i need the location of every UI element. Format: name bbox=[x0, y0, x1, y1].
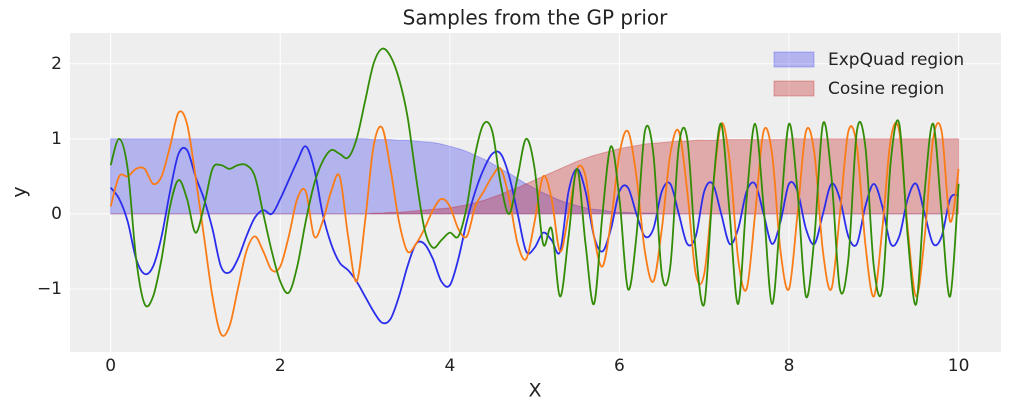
sample-line bbox=[109, 145, 959, 325]
legend-swatch bbox=[773, 80, 815, 97]
x-tick-label: 0 bbox=[105, 356, 116, 376]
legend-swatch bbox=[773, 51, 815, 68]
x-tick-label: 8 bbox=[784, 356, 795, 376]
x-tick-label: 6 bbox=[614, 356, 625, 376]
y-tick-label: −1 bbox=[37, 279, 62, 299]
chart-title: Samples from the GP prior bbox=[403, 6, 668, 30]
lines bbox=[109, 47, 960, 337]
legend-label: ExpQuad region bbox=[828, 50, 964, 70]
x-tick-label: 10 bbox=[948, 356, 970, 376]
sample-line bbox=[109, 110, 960, 337]
y-tick-label: 2 bbox=[51, 54, 62, 74]
x-tick-label: 4 bbox=[444, 356, 455, 376]
grid bbox=[70, 33, 1001, 352]
plot-area bbox=[70, 33, 1001, 352]
y-tick-label: 1 bbox=[51, 129, 62, 149]
region-area bbox=[110, 138, 959, 215]
legend-label: Cosine region bbox=[828, 79, 944, 99]
x-axis-label: X bbox=[528, 380, 541, 402]
ticks: 0 2 4 6 8 10 −1 0 1 2 bbox=[37, 54, 969, 376]
x-tick-label: 2 bbox=[275, 356, 286, 376]
y-tick-label: 0 bbox=[51, 204, 62, 224]
y-axis-label: y bbox=[9, 186, 31, 197]
legend: ExpQuad region Cosine region bbox=[773, 50, 964, 99]
sample-line bbox=[109, 47, 960, 308]
